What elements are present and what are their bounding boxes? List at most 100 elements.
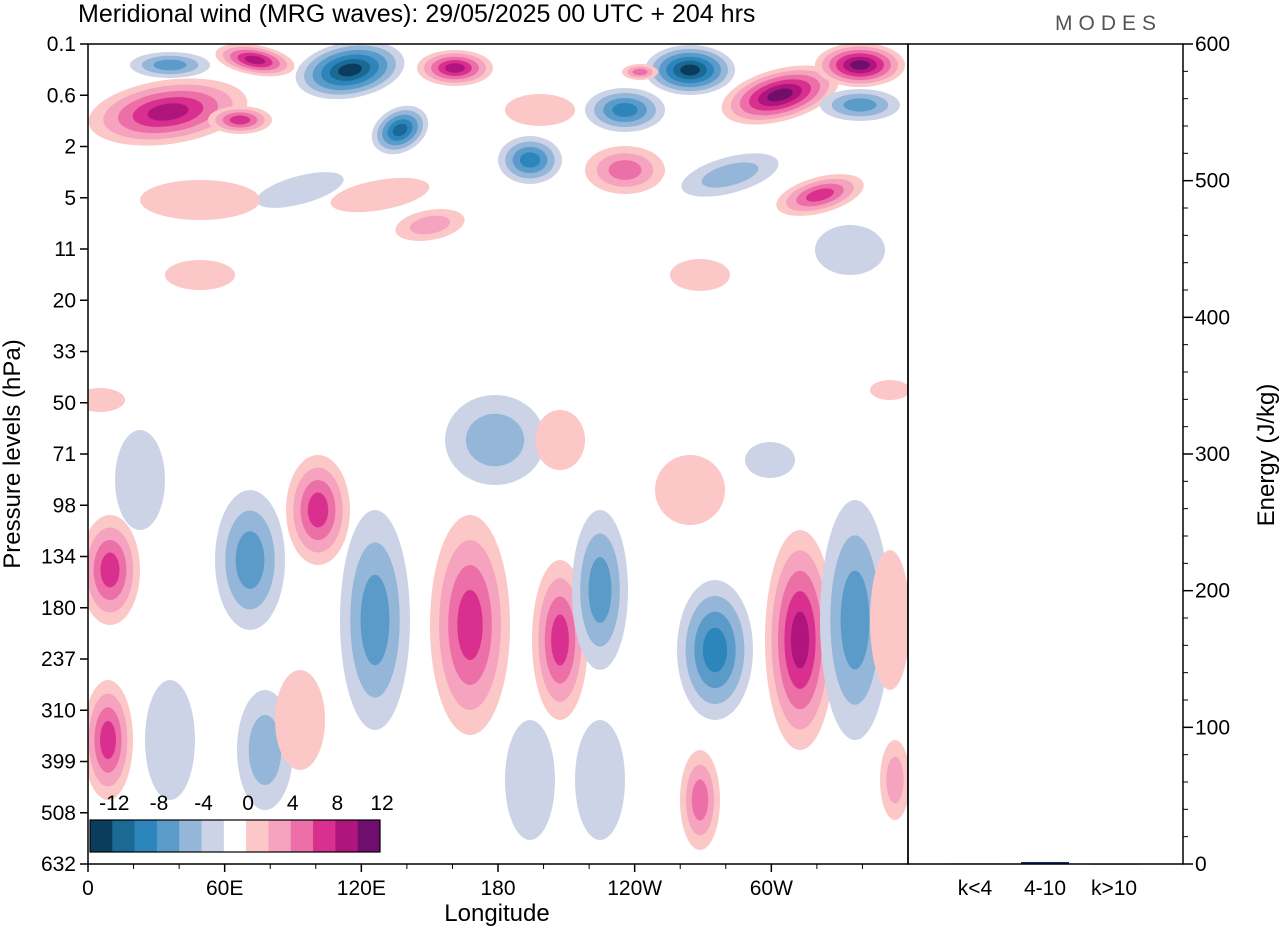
contour-level-band bbox=[886, 756, 904, 804]
contour-blob bbox=[870, 380, 908, 400]
contour-blob bbox=[585, 88, 665, 132]
colorbar-swatch bbox=[90, 820, 113, 852]
contour-level-band bbox=[115, 430, 165, 530]
contour-level-band bbox=[632, 68, 648, 76]
contour-blob bbox=[575, 720, 625, 840]
contour-blob bbox=[330, 177, 430, 213]
contour-blob bbox=[165, 260, 235, 290]
contour-blob bbox=[670, 259, 730, 291]
contour-blob bbox=[820, 89, 900, 121]
colorbar-label: 4 bbox=[287, 792, 299, 815]
energy-category-label: 4-10 bbox=[1024, 877, 1066, 900]
colorbar-swatch bbox=[201, 820, 225, 852]
contour-blob bbox=[870, 550, 908, 690]
energy-axis: 0 100 200 300 400 500 600 bbox=[1183, 33, 1230, 876]
contour-blob bbox=[445, 395, 545, 485]
contour-level-band bbox=[767, 88, 793, 102]
colorbar-swatch bbox=[335, 820, 359, 852]
colorbar-swatch bbox=[156, 820, 180, 852]
contour-level-band bbox=[790, 611, 810, 669]
contour-blob bbox=[275, 670, 325, 770]
contour-level-band bbox=[575, 720, 625, 840]
y-tick-label: 5 bbox=[64, 187, 76, 210]
colorbar-swatch bbox=[357, 820, 381, 852]
contour-blob bbox=[645, 45, 735, 95]
y-tick-label: 0.1 bbox=[47, 33, 76, 56]
contour-blob bbox=[88, 78, 248, 146]
contour-blob bbox=[130, 52, 210, 78]
energy-category-label: k>10 bbox=[1091, 877, 1137, 900]
energy-tick-label: 100 bbox=[1195, 716, 1230, 739]
contour-blob bbox=[505, 720, 555, 840]
contour-level-band bbox=[153, 59, 187, 71]
contour-blob bbox=[286, 455, 350, 565]
contour-level-band bbox=[145, 680, 195, 800]
x-tick-label: 60E bbox=[206, 877, 243, 900]
colorbar-frame bbox=[89, 819, 381, 853]
colorbar-swatch bbox=[179, 820, 202, 852]
contour-level-band bbox=[691, 779, 709, 821]
contour-level-band bbox=[612, 103, 638, 117]
contour-blob bbox=[215, 44, 295, 77]
y-axis-label: Pressure levels (hPa) bbox=[0, 339, 26, 568]
y-tick-label: 180 bbox=[41, 597, 76, 620]
contour-blob bbox=[88, 515, 140, 625]
contour-blob bbox=[430, 515, 510, 735]
contour-level-band bbox=[275, 670, 325, 770]
contour-level-band bbox=[519, 152, 541, 168]
contour-blob bbox=[140, 180, 260, 220]
contour-blob bbox=[256, 172, 344, 208]
contour-blob bbox=[815, 44, 905, 87]
colorbar-legend: -12 -8 -4 0 4 8 12 bbox=[89, 792, 394, 853]
contour-level-band bbox=[870, 550, 908, 690]
contour-level-band bbox=[88, 388, 125, 412]
contour-level-band bbox=[445, 63, 465, 73]
longitude-axis: 0 60E 120E 180 120W 60W bbox=[82, 864, 863, 900]
x-tick-label: 60W bbox=[750, 877, 793, 900]
contour-level-band bbox=[100, 720, 116, 760]
colorbar-label: 12 bbox=[370, 792, 393, 815]
colorbar-label: -8 bbox=[150, 792, 169, 815]
contour-level-band bbox=[457, 590, 483, 660]
y-tick-label: 508 bbox=[41, 802, 76, 825]
contour-level-band bbox=[235, 531, 265, 589]
contour-blob bbox=[115, 430, 165, 530]
contour-level-band bbox=[229, 115, 251, 125]
contour-level-band bbox=[870, 380, 908, 400]
contour-blob bbox=[681, 153, 779, 197]
contour-level-band bbox=[655, 455, 725, 525]
contour-level-band bbox=[465, 413, 525, 467]
contour-blob bbox=[498, 136, 562, 184]
contour-level-band bbox=[307, 492, 329, 528]
x-axis-label: Longitude bbox=[444, 900, 549, 927]
energy-category-label: k<4 bbox=[958, 877, 993, 900]
contour-blob bbox=[655, 455, 725, 525]
contour-blob bbox=[208, 106, 272, 134]
contour-level-band bbox=[392, 123, 408, 137]
pressure-axis: 0.1 0.6 2 5 11 20 33 50 71 98 134 180 237 310 399 508 63… bbox=[41, 33, 88, 876]
energy-tick-label: 600 bbox=[1195, 33, 1230, 56]
y-tick-label: 50 bbox=[53, 392, 76, 415]
contour-blob bbox=[776, 174, 864, 216]
contour-blob bbox=[505, 94, 575, 126]
contour-blob bbox=[815, 225, 885, 275]
contour-blob bbox=[295, 44, 405, 100]
contour-blob bbox=[622, 64, 658, 80]
contour-blob bbox=[532, 560, 588, 720]
contour-blob bbox=[88, 680, 133, 800]
contour-level-band bbox=[701, 162, 759, 188]
contour-level-band bbox=[680, 64, 700, 76]
contour-level-band bbox=[140, 180, 260, 220]
x-tick-label: 0 bbox=[82, 877, 94, 900]
contour-blob bbox=[677, 580, 753, 720]
energy-tick-label: 200 bbox=[1195, 580, 1230, 603]
contour-level-band bbox=[670, 259, 730, 291]
contour-blob bbox=[371, 105, 429, 155]
energy-bar bbox=[1021, 861, 1069, 864]
x-tick-label: 120E bbox=[337, 877, 386, 900]
energy-axis-label: Energy (J/kg) bbox=[1253, 384, 1280, 527]
x-tick-label: 120W bbox=[607, 877, 662, 900]
contour-level-band bbox=[551, 614, 569, 666]
colorbar-label: 0 bbox=[242, 792, 254, 815]
